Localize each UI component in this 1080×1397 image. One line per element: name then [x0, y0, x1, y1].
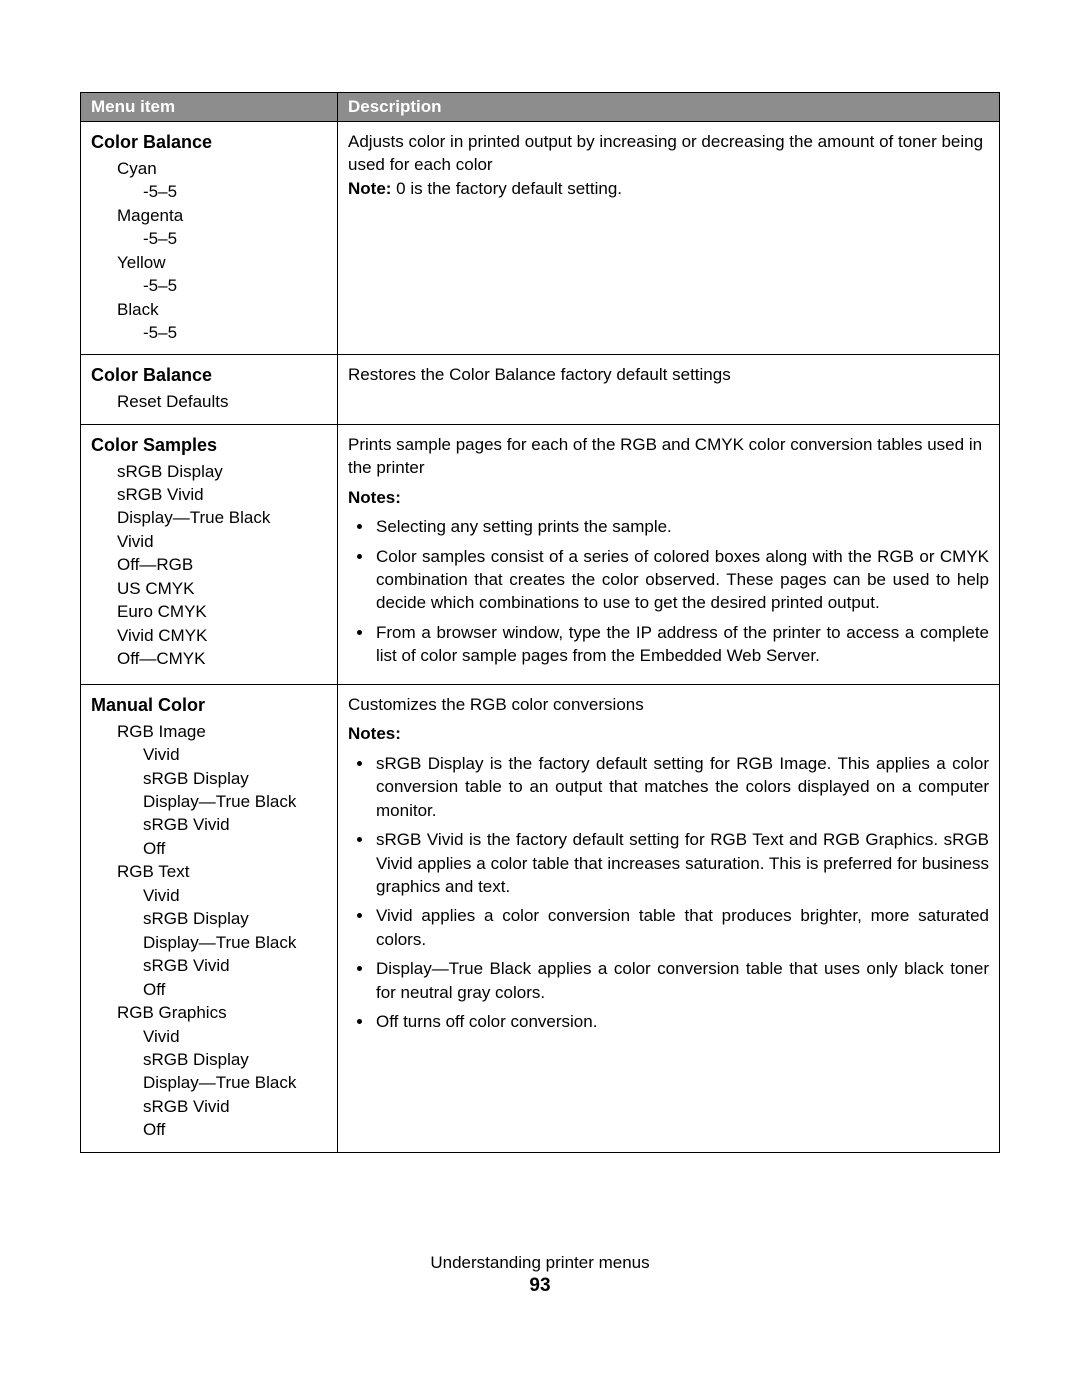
menu-option: Reset Defaults — [91, 390, 327, 413]
menu-option: Vivid — [91, 884, 327, 907]
description-text: Adjusts color in printed output by incre… — [348, 130, 989, 177]
notes-list-item: Vivid applies a color conversion table t… — [374, 904, 989, 951]
menu-option: Vivid — [91, 743, 327, 766]
menu-option: sRGB Vivid — [91, 1095, 327, 1118]
notes-list-item: sRGB Display is the factory default sett… — [374, 752, 989, 822]
menu-option: Magenta — [91, 204, 327, 227]
menu-item-title: Color Balance — [91, 363, 327, 388]
menu-table: Menu item Description Color BalanceCyan-… — [80, 92, 1000, 1153]
menu-option: sRGB Vivid — [91, 813, 327, 836]
menu-option: Off — [91, 978, 327, 1001]
footer-page-number: 93 — [80, 1275, 1000, 1297]
menu-option: sRGB Vivid — [91, 954, 327, 977]
description-cell: Customizes the RGB color conversions Note… — [338, 684, 1000, 1152]
menu-option: Yellow — [91, 251, 327, 274]
menu-option: Vivid — [91, 530, 327, 553]
notes-list-item: From a browser window, type the IP addre… — [374, 621, 989, 668]
description-cell: Restores the Color Balance factory defau… — [338, 355, 1000, 424]
document-page: Menu item Description Color BalanceCyan-… — [0, 0, 1080, 1337]
notes-heading: Notes: — [348, 486, 989, 509]
menu-option: Off — [91, 837, 327, 860]
notes-list-item: Off turns off color conversion. — [374, 1010, 989, 1033]
menu-option: RGB Image — [91, 720, 327, 743]
header-description: Description — [338, 93, 1000, 122]
menu-option: sRGB Display — [91, 767, 327, 790]
menu-item-title: Color Samples — [91, 433, 327, 458]
table-row: Color BalanceReset Defaults Restores the … — [81, 355, 1000, 424]
menu-item-cell: Manual ColorRGB ImageVividsRGB DisplayDi… — [81, 684, 338, 1152]
description-text: Prints sample pages for each of the RGB … — [348, 433, 989, 480]
menu-option: Off — [91, 1118, 327, 1141]
notes-list-item: sRGB Vivid is the factory default settin… — [374, 828, 989, 898]
notes-list: sRGB Display is the factory default sett… — [348, 752, 989, 1034]
menu-option: -5–5 — [91, 180, 327, 203]
menu-option: -5–5 — [91, 274, 327, 297]
description-text: Restores the Color Balance factory defau… — [348, 363, 989, 386]
table-row: Manual ColorRGB ImageVividsRGB DisplayDi… — [81, 684, 1000, 1152]
note-text: 0 is the factory default setting. — [391, 179, 622, 198]
table-row: Color BalanceCyan-5–5Magenta-5–5Yellow-5… — [81, 122, 1000, 355]
description-text: Customizes the RGB color conversions — [348, 693, 989, 716]
menu-item-title: Manual Color — [91, 693, 327, 718]
menu-option: Off—CMYK — [91, 647, 327, 670]
menu-option: Cyan — [91, 157, 327, 180]
menu-option: sRGB Display — [91, 1048, 327, 1071]
menu-option: -5–5 — [91, 321, 327, 344]
menu-option: Black — [91, 298, 327, 321]
description-cell: Adjusts color in printed output by incre… — [338, 122, 1000, 355]
menu-option: Off—RGB — [91, 553, 327, 576]
page-footer: Understanding printer menus 93 — [80, 1253, 1000, 1297]
menu-item-cell: Color BalanceReset Defaults — [81, 355, 338, 424]
table-header-row: Menu item Description — [81, 93, 1000, 122]
description-cell: Prints sample pages for each of the RGB … — [338, 424, 1000, 684]
notes-heading: Notes: — [348, 722, 989, 745]
menu-option: RGB Graphics — [91, 1001, 327, 1024]
menu-item-title: Color Balance — [91, 130, 327, 155]
notes-list-item: Color samples consist of a series of col… — [374, 545, 989, 615]
menu-item-cell: Color BalanceCyan-5–5Magenta-5–5Yellow-5… — [81, 122, 338, 355]
menu-option: -5–5 — [91, 227, 327, 250]
menu-option: Display—True Black — [91, 931, 327, 954]
menu-option: sRGB Vivid — [91, 483, 327, 506]
menu-option: Vivid — [91, 1025, 327, 1048]
menu-option: US CMYK — [91, 577, 327, 600]
table-row: Color SamplessRGB DisplaysRGB VividDispl… — [81, 424, 1000, 684]
menu-option: Display—True Black — [91, 1071, 327, 1094]
menu-item-cell: Color SamplessRGB DisplaysRGB VividDispl… — [81, 424, 338, 684]
note-label: Note: — [348, 179, 391, 198]
menu-option: RGB Text — [91, 860, 327, 883]
header-menu-item: Menu item — [81, 93, 338, 122]
note-inline: Note: 0 is the factory default setting. — [348, 177, 989, 200]
menu-option: sRGB Display — [91, 907, 327, 930]
menu-option: Vivid CMYK — [91, 624, 327, 647]
menu-option: Display—True Black — [91, 506, 327, 529]
footer-section-title: Understanding printer menus — [80, 1253, 1000, 1273]
notes-list-item: Selecting any setting prints the sample. — [374, 515, 989, 538]
menu-option: Euro CMYK — [91, 600, 327, 623]
menu-option: Display—True Black — [91, 790, 327, 813]
notes-list: Selecting any setting prints the sample.… — [348, 515, 989, 668]
notes-list-item: Display—True Black applies a color conve… — [374, 957, 989, 1004]
menu-option: sRGB Display — [91, 460, 327, 483]
